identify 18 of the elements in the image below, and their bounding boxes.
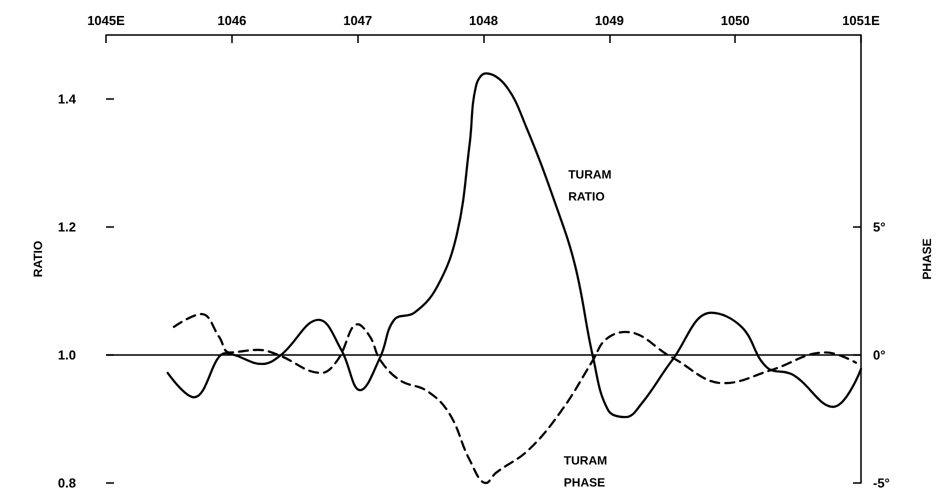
y-tick-label: 1.4 [58,92,77,106]
series-label: TURAM RATIO [568,167,615,204]
y2-axis-title: PHASE [920,238,934,280]
y-tick-label: 0.8 [58,476,76,490]
x-tick-label: 1047 [343,13,372,28]
x-tick-label: 1051E [842,13,880,28]
x-tick-label: 1049 [594,13,624,28]
text: TURAM PHASE [564,454,610,490]
y2-tick-label: 0° [873,348,886,362]
y-tick-label: 1.2 [58,220,76,234]
x-tick-label: 1048 [469,13,498,28]
y2-tick-label: 5° [873,220,886,234]
x-tick-label: 1046 [217,13,246,28]
y-tick-label: 1.0 [58,348,76,362]
y2-tick-label: -5° [873,476,890,490]
x-tick-label: 1050 [720,13,750,28]
x-tick-label: 1045E [87,13,126,28]
y-axis-title: RATIO [31,240,45,278]
